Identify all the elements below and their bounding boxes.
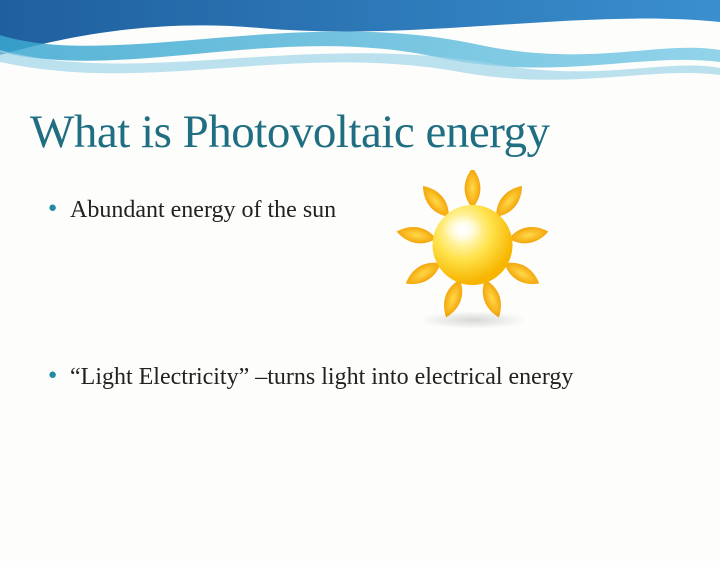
slide-title: What is Photovoltaic energy xyxy=(30,105,690,159)
bullet-text: Abundant energy of the sun xyxy=(70,197,336,223)
sun-illustration xyxy=(390,170,555,335)
sun-shadow xyxy=(418,311,528,329)
bullet-item: “Light Electricity” –turns light into el… xyxy=(48,364,690,391)
sun-icon xyxy=(390,170,555,325)
bullet-text: “Light Electricity” –turns light into el… xyxy=(70,364,573,390)
bullet-item: Abundant energy of the sun xyxy=(48,197,690,224)
